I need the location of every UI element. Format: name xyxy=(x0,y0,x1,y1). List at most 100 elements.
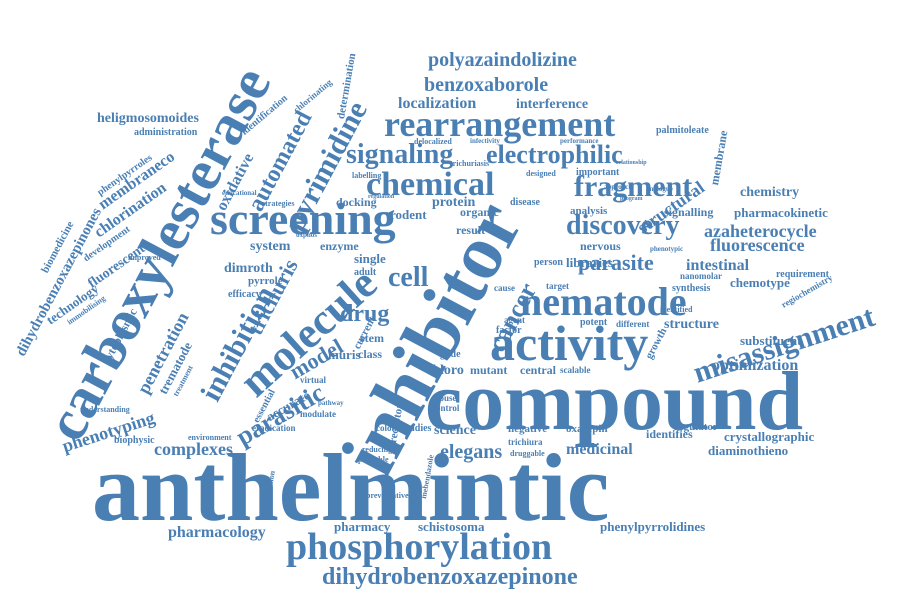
word-phenotypic: phenotypic xyxy=(650,245,684,253)
word-identified: identified xyxy=(660,305,693,314)
word-dimroth: dimroth xyxy=(224,261,273,276)
word-nematode: nematode xyxy=(520,279,687,324)
word-synthesis: synthesis xyxy=(672,283,711,294)
word-approach: approach xyxy=(604,183,633,191)
word-fragment: fragment xyxy=(574,170,693,203)
word-science: science xyxy=(434,423,476,438)
word-virtual: virtual xyxy=(300,375,326,385)
word-target: target xyxy=(546,281,569,291)
word-glide: glide xyxy=(440,349,461,360)
word-pharmacy: pharmacy xyxy=(334,519,391,534)
word-central: central xyxy=(520,363,556,377)
word-crystallographic: crystallographic xyxy=(724,429,815,444)
word-signaling: signaling xyxy=(346,139,454,170)
word-agent: agent xyxy=(504,315,525,325)
word-disease: disease xyxy=(510,197,540,208)
word-dihydrobenzoxazepinone: dihydrobenzoxazepinone xyxy=(322,564,578,590)
word-compound: compound xyxy=(425,355,804,448)
word-electrophilic: electrophilic xyxy=(486,140,623,169)
word-efficacy: efficacy xyxy=(228,289,261,300)
word-studies: studies xyxy=(402,423,432,434)
word-delocalized: delocalized xyxy=(414,137,452,146)
word-improved: improved xyxy=(128,253,161,262)
word-localization: localization xyxy=(398,95,477,112)
word-nanomolar: nanomolar xyxy=(680,271,723,281)
word-anthelmintic: anthelmintic xyxy=(92,434,610,541)
word-rearrangement: rearrangement xyxy=(384,104,616,144)
word-intestinal: intestinal xyxy=(686,257,750,274)
word-trichiura: trichiura xyxy=(508,437,543,447)
word-reducing: reducing xyxy=(362,445,393,454)
word-class: class xyxy=(358,347,382,361)
word-enzyme: enzyme xyxy=(320,239,359,253)
word-pathway: pathway xyxy=(318,399,344,407)
word-regulator: regulator xyxy=(674,421,718,433)
word-pharmacokinetic: pharmacokinetic xyxy=(734,205,828,220)
word-organic: organic xyxy=(460,205,499,219)
word-trichuriasis: trichuriasis xyxy=(450,159,490,168)
word-scalable: scalable xyxy=(560,365,591,375)
word-colon: colon xyxy=(376,423,397,433)
word-requirement: requirement xyxy=(776,269,829,280)
word-phosphorylation: phosphorylation xyxy=(286,526,553,568)
word-muris: muris xyxy=(328,347,361,362)
word-medicinal: medicinal xyxy=(566,441,633,458)
word-infectivity: infectivity xyxy=(470,137,500,145)
word-phenylpyrrolidines: phenylpyrrolidines xyxy=(600,519,706,534)
word-eradication: eradication xyxy=(252,423,296,433)
word-chloro: chloro xyxy=(426,363,464,378)
word-rodent: rodent xyxy=(390,207,427,222)
word-protein: protein xyxy=(432,195,476,210)
word-chemical: chemical xyxy=(366,166,495,203)
word-relationship: relationship xyxy=(616,160,647,166)
word-benzoxaborole: benzoxaborole xyxy=(424,74,549,96)
word-elegans: elegans xyxy=(440,441,503,463)
word-analogue: analogue xyxy=(646,185,673,193)
word-cause: cause xyxy=(494,283,515,293)
word-control: control xyxy=(432,403,460,413)
word-signalling: signalling xyxy=(664,205,714,219)
word-interference: interference xyxy=(516,97,589,112)
word-negative: negative xyxy=(508,423,548,435)
word-single: single xyxy=(354,251,386,266)
word-discovery: discovery xyxy=(566,210,680,241)
word-schistosoma: schistosoma xyxy=(418,519,485,534)
word-chemotype: chemotype xyxy=(730,275,790,290)
word-potent: potent xyxy=(580,317,608,328)
word-program: program xyxy=(620,196,643,202)
word-chlorinating: chlorinating xyxy=(291,77,334,115)
word-optimization: optimization xyxy=(712,357,799,374)
word-pyrrole: pyrrole xyxy=(248,275,283,287)
word-modulate: modulate xyxy=(300,409,336,419)
word-identifies: identifies xyxy=(646,427,693,441)
word-activity: activity xyxy=(490,315,649,371)
word-result: result xyxy=(456,223,486,237)
word-structure: structure xyxy=(664,317,719,332)
word-preventative: preventative xyxy=(366,491,409,500)
word-mutant: mutant xyxy=(470,363,508,377)
word-drug: drug xyxy=(340,301,390,327)
word-important: important xyxy=(576,167,620,178)
word-pharmacology: pharmacology xyxy=(168,524,266,541)
word-environment: environment xyxy=(188,433,232,442)
word-heligmosomoides: heligmosomoides xyxy=(97,111,199,126)
word-parasite: parasite xyxy=(578,250,654,275)
word-regulation: regulation xyxy=(368,194,395,200)
word-understanding: understanding xyxy=(80,405,130,414)
word-palmitoleate: palmitoleate xyxy=(656,125,709,136)
word-different: different xyxy=(616,319,650,329)
word-labelling: labelling xyxy=(352,171,382,180)
word-complexes: complexes xyxy=(154,439,233,459)
word-libraries: libraries xyxy=(566,255,613,270)
word-strategies: strategies xyxy=(262,199,295,208)
word-person: person xyxy=(534,257,563,268)
word-adult: adult xyxy=(354,267,377,278)
word-druggable: druggable xyxy=(510,449,545,458)
word-factor: factor xyxy=(496,325,522,336)
word-diaminothieno: diaminothieno xyxy=(708,443,789,458)
word-stem: stem xyxy=(360,331,384,345)
word-membrane: membrane xyxy=(707,129,731,187)
word-biophysic: biophysic xyxy=(114,435,155,446)
word-designed: designed xyxy=(526,169,556,178)
